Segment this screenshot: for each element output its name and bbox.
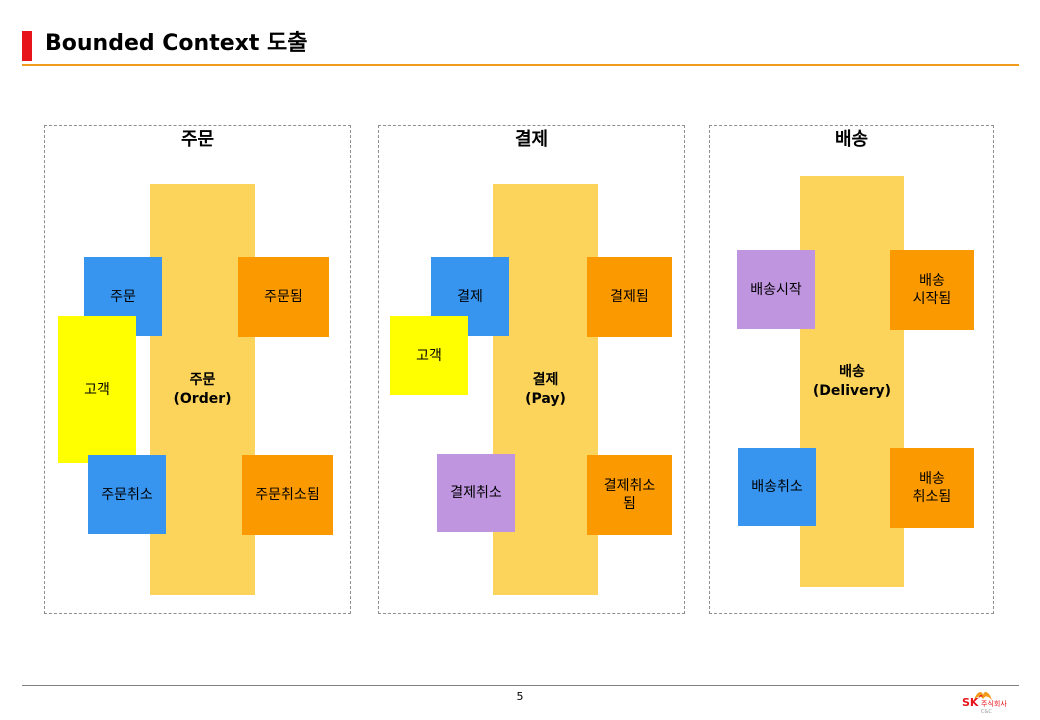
command-delivery-cancel: 배송취소 bbox=[738, 448, 816, 526]
command-delivery-cancel-label: 배송취소 bbox=[751, 479, 803, 495]
page-number: 5 bbox=[516, 690, 524, 703]
sk-logo: SK 주식회사 C&C bbox=[960, 688, 1022, 718]
command-order-cancel-label: 주문취소 bbox=[101, 486, 153, 503]
aggregate-delivery-label: 배송 (Delivery) bbox=[812, 363, 892, 399]
event-delivery-cancelled: 배송 취소됨 bbox=[890, 448, 974, 528]
footer-divider bbox=[22, 685, 1019, 686]
aggregate-payment: 결제 (Pay) bbox=[493, 184, 598, 595]
event-paid: 결제됨 bbox=[587, 257, 672, 337]
context-title-order: 주문 bbox=[180, 129, 215, 150]
event-delivery-started-label: 배송 시작됨 bbox=[912, 273, 952, 307]
logo-sub-text: C&C bbox=[981, 709, 992, 715]
butterfly-icon bbox=[974, 692, 992, 700]
policy-delivery-start-label: 배송시작 bbox=[750, 281, 802, 298]
command-order-cancel: 주문취소 bbox=[88, 455, 166, 534]
actor-customer-order-label: 고객 bbox=[84, 381, 110, 398]
policy-payment-cancel: 결제취소 bbox=[437, 454, 515, 532]
logo-sk-text: SK bbox=[962, 696, 979, 709]
event-order-placed-label: 주문됨 bbox=[264, 289, 303, 305]
event-order-cancelled: 주문취소됨 bbox=[242, 455, 333, 535]
aggregate-payment-label: 결제 (Pay) bbox=[525, 371, 566, 407]
title-marker bbox=[22, 31, 32, 61]
policy-delivery-start: 배송시작 bbox=[737, 250, 815, 329]
context-delivery: 배송 bbox=[709, 125, 994, 614]
event-payment-cancelled: 결제취소 됨 bbox=[587, 455, 672, 535]
policy-payment-cancel-label: 결제취소 bbox=[450, 485, 502, 501]
aggregate-delivery: 배송 (Delivery) bbox=[800, 176, 904, 587]
aggregate-order-label: 주문 (Order) bbox=[173, 371, 232, 407]
event-payment-cancelled-label: 결제취소 됨 bbox=[603, 478, 656, 512]
aggregate-order: 주문 (Order) bbox=[150, 184, 255, 595]
actor-customer-payment-label: 고객 bbox=[416, 347, 442, 364]
context-title-delivery: 배송 bbox=[834, 129, 869, 150]
logo-company-text: 주식회사 bbox=[981, 700, 1007, 708]
actor-customer-payment: 고객 bbox=[390, 316, 468, 395]
command-pay-label: 결제 bbox=[457, 288, 483, 305]
context-payment: 결제 bbox=[378, 125, 685, 614]
event-delivery-cancelled-label: 배송 취소됨 bbox=[912, 471, 952, 505]
title-divider bbox=[22, 64, 1019, 66]
actor-customer-order: 고객 bbox=[58, 316, 136, 463]
event-order-placed: 주문됨 bbox=[238, 257, 329, 337]
event-delivery-started: 배송 시작됨 bbox=[890, 250, 974, 330]
context-title-payment: 결제 bbox=[514, 129, 549, 150]
context-order: 주문 bbox=[44, 125, 351, 614]
event-order-cancelled-label: 주문취소됨 bbox=[255, 487, 320, 503]
event-paid-label: 결제됨 bbox=[610, 289, 649, 305]
command-order-label: 주문 bbox=[110, 288, 136, 305]
page-title: Bounded Context 도출 bbox=[45, 31, 308, 56]
